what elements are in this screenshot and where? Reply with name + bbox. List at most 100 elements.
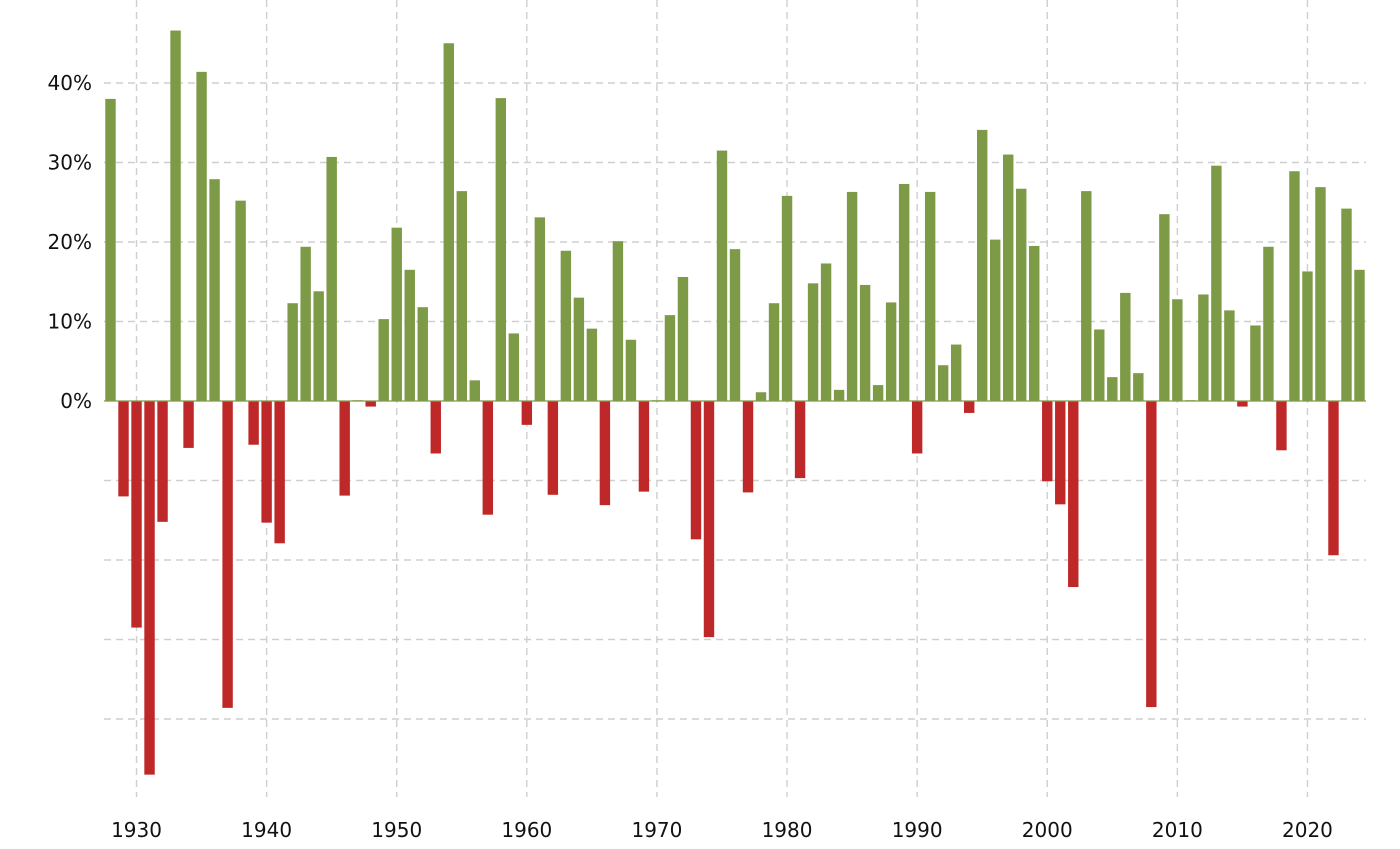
bar-1961: [534, 217, 546, 401]
bar-1962: [547, 401, 559, 495]
bar-1988: [885, 302, 897, 401]
y-tick-label: 20%: [48, 230, 92, 254]
x-tick-label: 1970: [631, 818, 682, 842]
bar-1998: [1016, 188, 1027, 401]
bar-1954: [443, 43, 454, 401]
bar-1975: [716, 150, 728, 401]
bar-1945: [326, 156, 337, 401]
bar-1983: [820, 263, 832, 401]
bar-1985: [846, 191, 858, 401]
axis-layer: 0% 10% 20% 30% 40% 1930 1940 1950 1960 1970 1980 19…: [48, 71, 1366, 842]
bar-1969: [638, 401, 650, 492]
bar-1942: [287, 303, 298, 401]
bar-1982: [807, 283, 819, 401]
bar-1946: [339, 401, 350, 496]
bar-1939: [248, 401, 259, 445]
bar-1953: [430, 401, 441, 454]
bar-1938: [235, 200, 246, 401]
x-tick-label: 1980: [762, 818, 813, 842]
bar-1956: [469, 380, 480, 401]
bar-1972: [677, 276, 689, 401]
bar-1976: [729, 249, 741, 401]
bar-2003: [1081, 191, 1092, 401]
bar-2016: [1250, 325, 1261, 402]
bar-2013: [1211, 165, 1222, 401]
bar-2020: [1302, 271, 1313, 401]
x-tick-label: 1940: [241, 818, 292, 842]
x-tick-label: 1990: [892, 818, 943, 842]
bar-1959: [508, 333, 520, 402]
bar-1952: [417, 307, 428, 401]
bar-2024: [1354, 269, 1365, 401]
y-tick-label: 40%: [48, 71, 92, 95]
bar-2006: [1120, 292, 1131, 401]
y-tick-label: 30%: [48, 151, 92, 175]
bar-1929: [118, 401, 129, 497]
bar-1931: [144, 401, 155, 775]
bar-1966: [599, 401, 611, 506]
bar-1964: [573, 297, 585, 401]
bar-1934: [183, 401, 194, 448]
bar-1973: [690, 401, 702, 540]
x-tick-label: 1930: [111, 818, 162, 842]
bar-1990: [911, 401, 923, 454]
bar-2001: [1055, 401, 1066, 505]
bar-1987: [872, 385, 884, 401]
bar-1967: [612, 241, 624, 401]
bar-1940: [261, 401, 272, 523]
bar-2007: [1133, 373, 1144, 401]
bar-1996: [990, 239, 1001, 401]
bar-1936: [209, 179, 220, 401]
bar-1999: [1029, 245, 1040, 401]
bar-1960: [521, 401, 533, 425]
bar-1933: [170, 30, 181, 402]
bar-1957: [482, 401, 494, 515]
bar-1971: [664, 315, 676, 401]
bar-2021: [1315, 187, 1326, 401]
bar-1963: [560, 250, 572, 401]
bar-1979: [768, 303, 780, 401]
bar-2017: [1263, 246, 1274, 401]
bar-2004: [1094, 329, 1105, 401]
bar-1928: [105, 98, 116, 402]
bar-1989: [898, 183, 910, 401]
bar-1981: [794, 401, 806, 479]
bar-2000: [1042, 401, 1053, 482]
bar-2008: [1146, 401, 1157, 708]
bar-2012: [1198, 294, 1209, 401]
bar-1993: [950, 344, 962, 402]
bar-1951: [404, 269, 415, 401]
bar-1949: [378, 319, 389, 402]
bar-1968: [625, 339, 637, 401]
bar-1978: [755, 392, 767, 401]
x-tick-label: 1960: [501, 818, 552, 842]
bar-1948: [365, 401, 376, 407]
bar-1955: [456, 191, 467, 401]
bar-2005: [1107, 377, 1118, 401]
bar-2010: [1172, 299, 1183, 401]
bar-1994: [963, 401, 975, 413]
bar-1977: [742, 401, 754, 493]
y-tick-label: 0%: [60, 389, 92, 413]
bar-1943: [300, 246, 311, 401]
bar-1930: [131, 401, 142, 628]
bar-2009: [1159, 214, 1170, 401]
x-tick-label: 2020: [1282, 818, 1333, 842]
bar-2019: [1289, 171, 1300, 401]
bars-layer: [105, 30, 1365, 775]
bar-1944: [313, 291, 324, 401]
bar-1965: [586, 328, 598, 401]
bar-1992: [937, 365, 949, 401]
bar-2014: [1224, 310, 1235, 401]
bar-1950: [391, 227, 402, 401]
x-tick-label: 2000: [1022, 818, 1073, 842]
bar-1984: [833, 389, 845, 401]
bar-2002: [1068, 401, 1079, 588]
bar-2015: [1237, 401, 1248, 407]
bar-1974: [703, 401, 715, 638]
bar-2018: [1276, 401, 1287, 451]
bar-1997: [1003, 154, 1014, 401]
bar-1932: [157, 401, 168, 522]
bar-1958: [495, 98, 507, 401]
